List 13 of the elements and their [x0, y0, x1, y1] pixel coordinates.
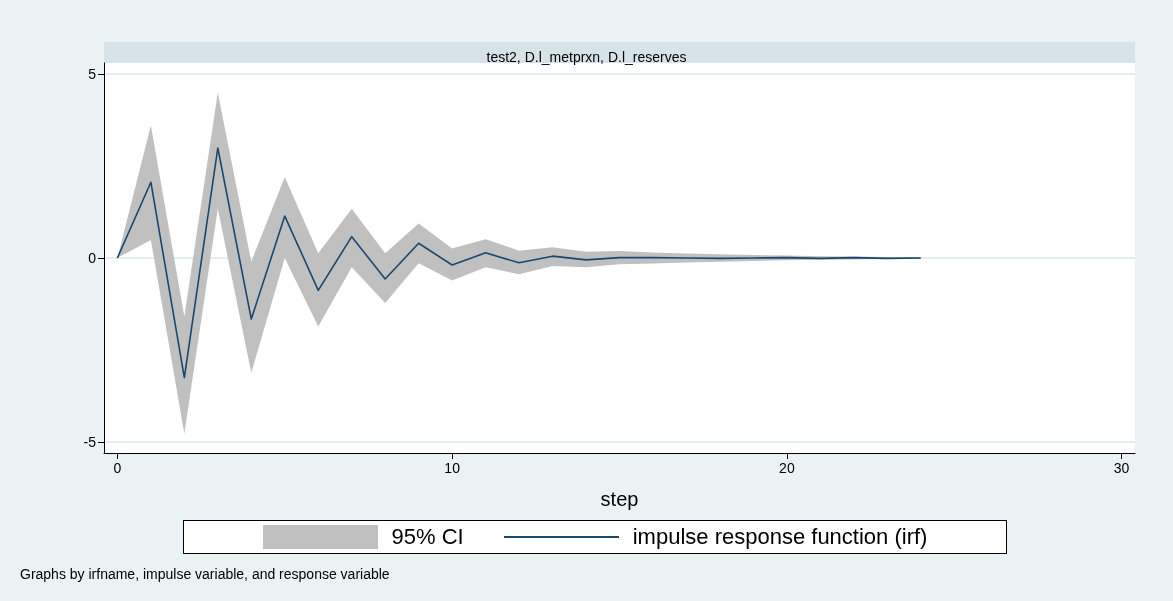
text: impulse response function (irf) — [632, 524, 928, 550]
x-axis-title: step — [600, 488, 639, 510]
text: Graphs by irfname, impulse variable, and response variable — [20, 566, 390, 582]
y-tick-label: -5 — [83, 433, 97, 450]
text: 95% CI — [391, 524, 464, 550]
x-tick-label: 0 — [113, 460, 122, 476]
x-tick-label: 30 — [1113, 460, 1130, 476]
x-tick-label: 10 — [444, 460, 461, 476]
line-series — [116, 147, 922, 379]
chart-title: test2, D.l_metprxn, D.l_reserves — [486, 49, 687, 65]
y-tick-label: 5 — [88, 66, 97, 83]
x-tick-label: 20 — [779, 460, 795, 476]
y-tick-label: 0 — [88, 250, 97, 266]
